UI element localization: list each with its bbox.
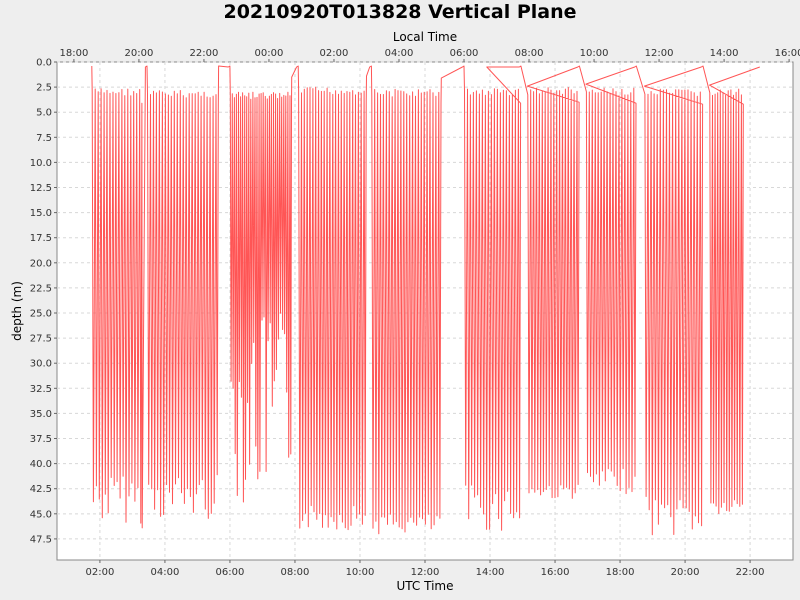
x-tick-label: 16:00 bbox=[541, 567, 570, 578]
x-tick-label: 04:00 bbox=[151, 567, 180, 578]
y-tick-label: 20.0 bbox=[30, 258, 52, 269]
x-axis-label: UTC Time bbox=[397, 579, 454, 593]
x2-tick-label: 08:00 bbox=[515, 48, 544, 59]
x-tick-label: 22:00 bbox=[736, 567, 765, 578]
depth-series bbox=[91, 65, 760, 536]
x-tick-label: 06:00 bbox=[216, 567, 245, 578]
x2-tick-label: 22:00 bbox=[190, 48, 219, 59]
y-tick-label: 40.0 bbox=[30, 459, 52, 470]
x2-tick-label: 14:00 bbox=[710, 48, 739, 59]
y-tick-label: 0.0 bbox=[36, 58, 52, 69]
y-tick-label: 30.0 bbox=[30, 359, 52, 370]
x-tick-label: 12:00 bbox=[411, 567, 440, 578]
y-axis-label: depth (m) bbox=[10, 281, 24, 341]
y-tick-label: 42.5 bbox=[30, 484, 52, 495]
y-tick-label: 17.5 bbox=[30, 233, 52, 244]
x2-tick-label: 18:00 bbox=[59, 48, 88, 59]
y-tick-label: 47.5 bbox=[30, 534, 52, 545]
y-tick-label: 12.5 bbox=[30, 183, 52, 194]
x2-tick-label: 04:00 bbox=[385, 48, 414, 59]
x2-tick-label: 20:00 bbox=[125, 48, 154, 59]
y-tick-label: 22.5 bbox=[30, 283, 52, 294]
y-tick-label: 27.5 bbox=[30, 334, 52, 345]
y-tick-label: 35.0 bbox=[30, 409, 52, 420]
chart-title: 20210920T013828 Vertical Plane bbox=[223, 1, 577, 23]
x2-tick-label: 12:00 bbox=[645, 48, 674, 59]
x2-tick-label: 16:00 bbox=[775, 48, 800, 59]
x-tick-label: 10:00 bbox=[346, 567, 375, 578]
y-tick-label: 32.5 bbox=[30, 384, 52, 395]
y-tick-label: 5.0 bbox=[36, 108, 52, 119]
x2-tick-label: 06:00 bbox=[450, 48, 479, 59]
y-tick-label: 10.0 bbox=[30, 158, 52, 169]
x-tick-label: 20:00 bbox=[671, 567, 700, 578]
y-tick-label: 2.5 bbox=[36, 83, 52, 94]
x-tick-label: 14:00 bbox=[476, 567, 505, 578]
x-tick-label: 02:00 bbox=[85, 567, 114, 578]
x-tick-label: 18:00 bbox=[606, 567, 635, 578]
x2-tick-label: 00:00 bbox=[255, 48, 284, 59]
x2-tick-label: 02:00 bbox=[320, 48, 349, 59]
y-tick-label: 15.0 bbox=[30, 208, 52, 219]
y-tick-label: 25.0 bbox=[30, 309, 52, 320]
y-tick-label: 7.5 bbox=[36, 133, 52, 144]
x-tick-label: 08:00 bbox=[281, 567, 310, 578]
x2-tick-label: 10:00 bbox=[580, 48, 609, 59]
y-tick-label: 37.5 bbox=[30, 434, 52, 445]
depth-line bbox=[91, 65, 760, 536]
y-tick-label: 45.0 bbox=[30, 509, 52, 520]
x2-axis-label: Local Time bbox=[393, 30, 457, 44]
axes: 0.0 2.5 5.0 7.5 10.0 12.5 15.0 17.5 20.0 22.5 25.0… bbox=[30, 48, 800, 578]
